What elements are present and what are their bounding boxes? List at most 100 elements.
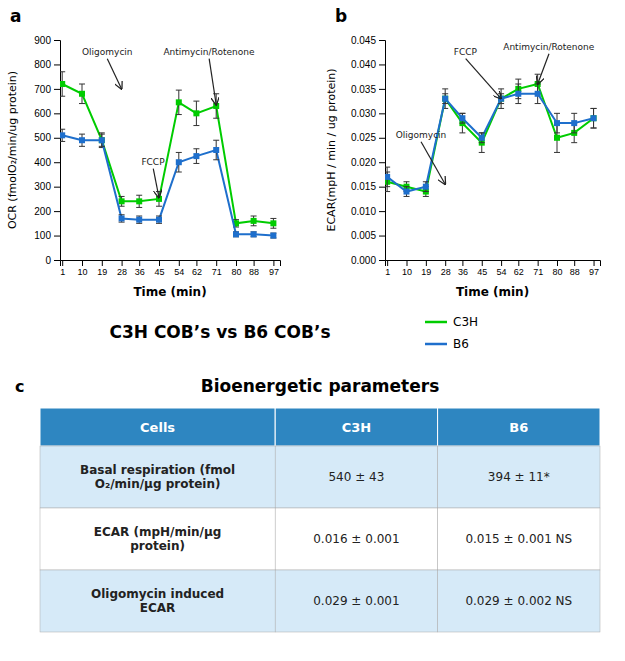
point xyxy=(591,115,597,121)
error-bar xyxy=(423,182,429,192)
tick-label: 54 xyxy=(497,267,507,277)
tick-label: 900 xyxy=(34,35,51,46)
tick-label: 0 xyxy=(45,255,51,266)
error-bar xyxy=(136,195,142,207)
error-bar xyxy=(156,216,162,223)
tick-mark xyxy=(379,64,385,65)
tick-mark xyxy=(379,89,385,90)
tick-mark xyxy=(387,260,388,266)
y-axis-title: ECAR(mpH / min / ug protein) xyxy=(325,68,338,231)
table: cBioenergetic parametersCellsC3HB6Basal … xyxy=(15,376,600,632)
table-cell-text: 540 ± 43 xyxy=(328,470,384,484)
x-tick: 10 xyxy=(402,260,412,277)
tick-mark xyxy=(54,187,60,188)
tick-label: 28 xyxy=(117,267,127,277)
tick-mark xyxy=(196,260,197,266)
x-axis: 11019283645546271808897 xyxy=(385,260,600,277)
tick-mark xyxy=(426,260,427,266)
point xyxy=(99,137,105,143)
table-cell-text: 0.015 ± 0.001 NS xyxy=(465,532,572,546)
error-bar xyxy=(176,90,182,114)
x-tick: 36 xyxy=(458,260,468,277)
title: C3H COB’s vs B6 COB’s xyxy=(109,322,330,342)
error-bar xyxy=(442,94,448,104)
point xyxy=(176,159,182,165)
x-tick: 28 xyxy=(441,260,451,277)
x-tick: 54 xyxy=(174,260,184,277)
tick-mark xyxy=(179,260,180,266)
point xyxy=(176,99,182,105)
y-tick: 0.020 xyxy=(351,157,385,168)
tick-label: 100 xyxy=(34,230,51,241)
tick-mark xyxy=(54,211,60,212)
y-tick: 0.035 xyxy=(351,84,385,95)
tick-mark xyxy=(594,260,595,266)
error-bar xyxy=(193,149,199,164)
tick-mark xyxy=(379,40,385,41)
error-bar xyxy=(498,89,504,109)
tick-mark xyxy=(445,260,446,266)
error-bar xyxy=(270,233,276,238)
error-bar xyxy=(79,84,85,104)
legend-item: B6 xyxy=(425,337,469,351)
tick-label: 10 xyxy=(77,267,87,277)
y-tick: 800 xyxy=(34,59,60,70)
panel-label: a xyxy=(10,6,21,26)
annotation-arrow xyxy=(209,59,216,105)
x-tick: 45 xyxy=(154,260,164,277)
tick-label: 80 xyxy=(552,267,562,277)
table-cell-text: ECAR (mpH/min/µgprotein) xyxy=(94,525,222,553)
error-bar xyxy=(591,108,597,128)
x-tick: 97 xyxy=(269,260,279,277)
annotation: FCCP xyxy=(141,157,165,167)
y-tick: 0.015 xyxy=(351,181,385,192)
error-bar xyxy=(251,216,257,226)
error-bar xyxy=(213,140,219,160)
tick-label: 0.045 xyxy=(351,35,376,46)
table-cell xyxy=(275,446,437,508)
table-cell-text: Basal respiration (fmolO₂/min/µg protein… xyxy=(80,463,235,491)
tick-label: 0.005 xyxy=(351,230,376,241)
tick-mark xyxy=(54,162,60,163)
tick-mark xyxy=(216,260,217,266)
point xyxy=(554,135,560,141)
tick-mark xyxy=(254,260,255,266)
table-title: Bioenergetic parameters xyxy=(201,376,440,396)
table-cell xyxy=(40,570,275,632)
tick-mark xyxy=(379,211,385,212)
y-tick: 900 xyxy=(34,35,60,46)
table-cell-text: 0.029 ± 0.002 NS xyxy=(465,594,572,608)
x-axis-title: Time (min) xyxy=(133,285,206,299)
annotation-arrow xyxy=(107,59,121,89)
point xyxy=(535,91,541,97)
error-bar xyxy=(99,134,105,146)
point xyxy=(385,174,390,180)
tick-mark xyxy=(518,260,519,266)
point xyxy=(136,198,142,204)
tick-label: 54 xyxy=(174,267,184,277)
point xyxy=(99,137,105,143)
y-tick: 0 xyxy=(45,255,60,266)
series-line xyxy=(62,135,273,235)
figure: 1101928364554627180889701002003004005006… xyxy=(0,0,625,661)
table-header: B6 xyxy=(509,420,528,435)
x-tick: 1 xyxy=(385,260,390,277)
point xyxy=(136,217,142,223)
point xyxy=(251,218,257,224)
annotation-arrow xyxy=(153,169,159,198)
tick-label: 62 xyxy=(192,267,202,277)
table-header-cell xyxy=(275,408,437,446)
tick-label: 0.000 xyxy=(351,255,376,266)
point xyxy=(270,233,276,239)
table-cell xyxy=(40,508,275,570)
tick-label: 0.020 xyxy=(351,157,376,168)
tick-mark xyxy=(236,260,237,266)
tick-mark xyxy=(122,260,123,266)
error-bar xyxy=(79,134,85,146)
y-tick: 200 xyxy=(34,206,60,217)
point xyxy=(233,231,239,237)
legend-swatch xyxy=(425,321,447,324)
point xyxy=(442,96,448,102)
y-axis-title: OCR (fmolO₂/min/ug protein) xyxy=(6,71,19,229)
annotation-arrow xyxy=(466,59,501,99)
